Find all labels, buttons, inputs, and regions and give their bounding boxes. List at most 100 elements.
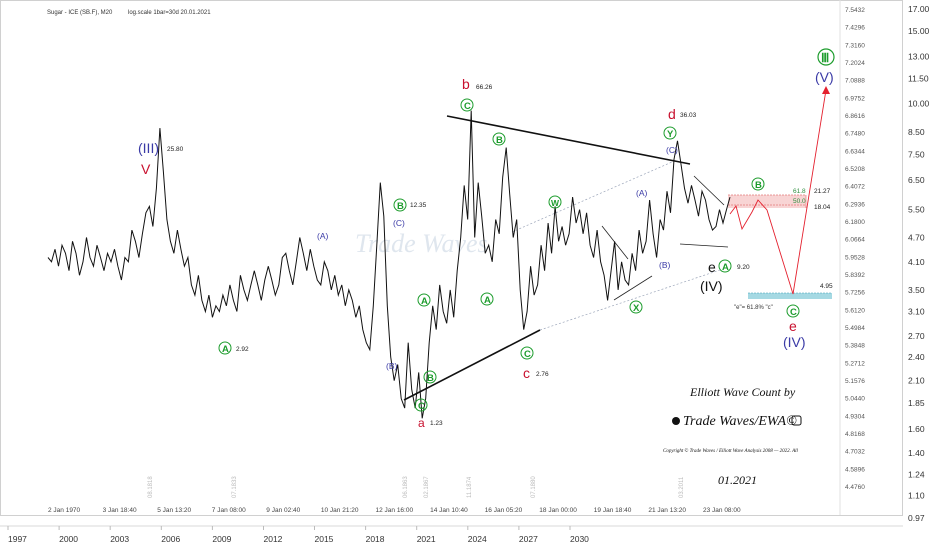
branding-date: 01.2021: [718, 473, 757, 487]
outer-axis-tick: 1.24: [908, 469, 925, 479]
year-axis-tick: 1997: [8, 534, 27, 544]
chart-title: Sugar - ICE (SB.F), M20: [47, 10, 113, 16]
projection-path: [729, 89, 827, 295]
price-label: 4.95: [820, 283, 833, 290]
branding-title: Elliott Wave Count by: [689, 385, 796, 399]
right-axis-tick: 5.4984: [845, 325, 865, 332]
right-axis-tick: 7.4296: [845, 25, 865, 32]
wave-iii-label: (III): [138, 140, 159, 156]
price-label: 18.04: [814, 204, 831, 211]
wave-circle-iii-text: Ⅲ: [821, 51, 829, 65]
year-axis-tick: 2030: [570, 534, 589, 544]
wave-paren-c: (C): [393, 218, 405, 228]
wave-circle-c: [786, 304, 800, 318]
year-axis-tick: 2015: [315, 534, 334, 544]
wave-c-label: c: [523, 365, 530, 381]
date-axis-tick: 23 Jan 08:00: [703, 507, 741, 514]
outer-axis-tick: 15.00: [908, 26, 930, 36]
wave-circle-b: [492, 132, 506, 146]
price-label: 21.27: [814, 188, 831, 195]
subwave-line-1: [601, 225, 629, 260]
small-triangle-lower: [679, 243, 729, 248]
year-axis-tick: 2024: [468, 534, 487, 544]
scale-info: log.scale 1bar=30d 20.01.2021: [128, 10, 211, 16]
price-label: 36.03: [680, 112, 697, 119]
right-axis-tick: 6.7480: [845, 131, 865, 138]
outer-axis-tick: 2.10: [908, 376, 925, 386]
right-axis-tick: 4.7032: [845, 449, 865, 456]
date-axis-tick: 7 Jan 08:00: [212, 507, 246, 514]
wave-e-label: e: [708, 259, 716, 275]
wave-paren-c: (C): [666, 145, 678, 155]
date-axis-tick: 16 Jan 05:20: [485, 507, 523, 514]
year-axis-tick: 2006: [161, 534, 180, 544]
outer-axis-tick: 1.40: [908, 448, 925, 458]
date-axis-tick: 5 Jan 13:20: [157, 507, 191, 514]
outer-axis-tick: 1.85: [908, 398, 925, 408]
outer-axis-tick: 10.00: [908, 98, 930, 108]
right-axis-tick: 7.0888: [845, 78, 865, 85]
outer-axis-tick: 7.50: [908, 149, 925, 159]
price-label: 2.76: [536, 371, 549, 378]
price-label: 25.80: [167, 146, 184, 153]
wave-circle-c-text: C: [524, 349, 531, 360]
right-axis-tick: 4.9304: [845, 413, 865, 420]
wave-circle-b-text: B: [496, 135, 503, 146]
wave-circle-a: [718, 259, 732, 273]
right-price-axis: 7.5432 7.4296 7.3160 7.2024 7.0888 6.9752 6.86…: [845, 7, 865, 491]
small-triangle-upper: [693, 175, 725, 206]
wave-a-red: a: [418, 416, 425, 430]
right-axis-tick: 6.5208: [845, 166, 865, 173]
wave-circle-a-text: A: [484, 295, 491, 306]
fib-annotation: "e"= 61.8% "c": [734, 305, 773, 311]
bottom-year-axis: 1997 2000 2003 2006 2009 2012 2015 2018 2021 2024…: [7, 526, 589, 544]
right-axis-tick: 6.6344: [845, 148, 865, 155]
wave-circle-c-text: C: [464, 101, 471, 112]
outer-axis-tick: 5.50: [908, 205, 925, 215]
branding-copyright: Copyright © Trade Waves / Elliott Wave A…: [663, 448, 799, 454]
wave-iv-label: (IV): [700, 278, 723, 294]
right-axis-tick: 6.1800: [845, 219, 865, 226]
triangle-lower-line: [403, 329, 541, 401]
outer-axis-tick: 2.40: [908, 352, 925, 362]
price-series-layer: [47, 110, 731, 419]
wave-paren-a: (A): [317, 231, 329, 241]
right-axis-tick: 7.5432: [845, 7, 865, 14]
wave-circle-c-text: C: [418, 401, 425, 412]
wave-circle-iii: [817, 48, 835, 66]
right-axis-tick: 7.3160: [845, 42, 865, 49]
right-axis-tick: 6.9752: [845, 95, 865, 102]
price-label: 9.20: [737, 264, 750, 271]
wave-paren-a: (A): [636, 188, 648, 198]
wave-circle-b: [423, 370, 437, 384]
right-axis-tick: 5.9528: [845, 254, 865, 261]
right-axis-tick: 4.5896: [845, 466, 865, 473]
right-axis-tick: 4.4760: [845, 484, 865, 491]
branding-name: Trade Waves/EWA©: [683, 414, 797, 429]
outer-axis-tick: 3.50: [908, 285, 925, 295]
vertical-date: 03.2011: [679, 476, 685, 498]
right-axis-tick: 6.8616: [845, 113, 865, 120]
vertical-date: 02.1867: [424, 476, 430, 498]
date-axis-tick: 18 Jan 00:00: [539, 507, 577, 514]
year-axis-tick: 2021: [417, 534, 436, 544]
right-axis-tick: 5.0440: [845, 396, 865, 403]
wave-d-label: d: [668, 106, 676, 122]
date-axis-tick: 19 Jan 18:40: [594, 507, 632, 514]
wave-circle-b-text: B: [427, 373, 434, 384]
price-label: 2.92: [236, 346, 249, 353]
target-zone: [748, 293, 832, 299]
wave-circle-a: [218, 341, 232, 355]
wave-circle-a: [417, 293, 431, 307]
outer-axis-tick: 17.00: [908, 4, 930, 14]
outer-axis-tick: 13.00: [908, 52, 930, 62]
vertical-date: 08.1818: [148, 476, 154, 498]
plot-frame: [0, 0, 903, 516]
wave-circle-c: [520, 346, 534, 360]
year-axis-tick: 2018: [366, 534, 385, 544]
date-axis-tick: 3 Jan 18:40: [103, 507, 137, 514]
channel-upper-dotted: [511, 161, 673, 233]
bull-logo-icon: [672, 417, 680, 425]
wave-circle-a: [480, 292, 494, 306]
